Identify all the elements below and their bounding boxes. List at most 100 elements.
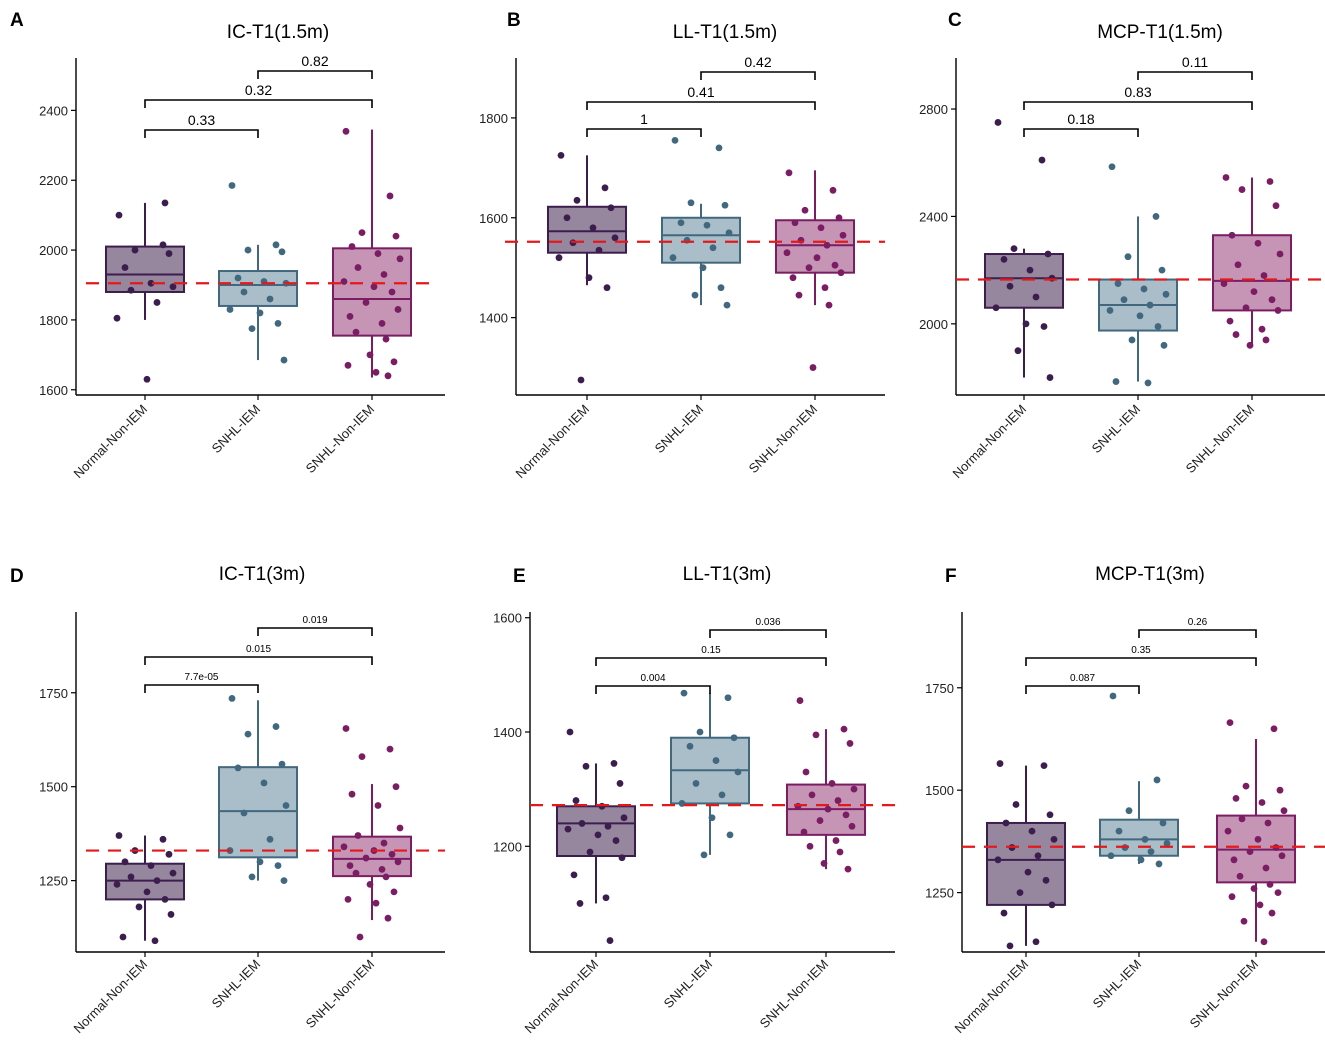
data-point <box>392 232 400 240</box>
y-tick-label: 2800 <box>919 102 948 117</box>
data-point <box>576 900 584 907</box>
significance-bracket <box>144 684 259 693</box>
significance-bracket <box>586 128 702 137</box>
data-point <box>1140 285 1148 293</box>
data-point <box>234 764 242 772</box>
data-point <box>692 780 700 787</box>
p-value-label: 0.33 <box>188 112 215 128</box>
y-tick-label: 2400 <box>39 103 68 118</box>
data-point <box>808 791 816 799</box>
x-tick-label: SNHL-Non-IEM <box>303 957 377 1031</box>
y-tick-label: 1400 <box>493 725 522 740</box>
data-point <box>366 351 374 359</box>
data-point <box>1120 296 1128 304</box>
data-point <box>1152 213 1160 220</box>
data-point <box>372 368 380 376</box>
data-point <box>396 255 404 263</box>
data-point <box>384 914 392 922</box>
data-point <box>1260 272 1268 279</box>
y-tick-label: 1250 <box>39 874 68 889</box>
data-point <box>582 762 590 770</box>
significance-bracket <box>1025 685 1140 694</box>
data-point <box>839 231 847 239</box>
y-tick-label: 1600 <box>493 611 522 626</box>
data-point <box>992 304 1000 312</box>
data-point <box>352 328 360 336</box>
x-tick-label: SNHL-Non-IEM <box>1183 402 1257 476</box>
data-point <box>721 201 729 209</box>
data-point <box>712 757 720 764</box>
data-point <box>794 802 802 810</box>
significance-bracket <box>257 627 373 636</box>
x-tick-label: SNHL-IEM <box>1090 957 1145 1012</box>
data-point <box>606 937 614 944</box>
data-point <box>612 837 620 844</box>
p-value-label: 0.41 <box>687 84 714 100</box>
data-point <box>1136 312 1144 320</box>
data-point <box>113 314 121 322</box>
data-point <box>143 888 151 896</box>
data-point <box>726 831 734 839</box>
data-point <box>256 858 264 866</box>
data-point <box>806 842 814 850</box>
data-point <box>1258 799 1266 806</box>
data-point <box>1002 819 1010 827</box>
data-point <box>1159 819 1167 827</box>
significance-bracket <box>144 99 373 108</box>
data-point <box>696 728 704 736</box>
p-value-label: 0.26 <box>1188 617 1208 628</box>
box-3 <box>332 835 412 878</box>
data-point <box>1242 304 1250 312</box>
data-point <box>1250 288 1258 296</box>
data-point <box>1163 840 1171 847</box>
data-point <box>1242 782 1250 790</box>
data-point <box>850 785 858 793</box>
data-point <box>1256 901 1264 909</box>
y-tick-label: 2000 <box>39 243 68 258</box>
data-point <box>1250 885 1258 892</box>
panel-title: IC-T1(3m) <box>219 564 306 585</box>
significance-bracket <box>1023 101 1253 110</box>
panel-letter: D <box>10 566 24 587</box>
data-point <box>372 899 380 907</box>
data-point <box>1274 889 1282 897</box>
data-point <box>564 825 572 833</box>
data-point <box>1034 852 1042 860</box>
data-point <box>566 728 574 736</box>
data-point <box>1012 801 1020 808</box>
data-point <box>616 780 624 787</box>
data-point <box>1238 815 1246 823</box>
p-value-label: 7.7e-05 <box>185 672 219 683</box>
x-tick-label: SNHL-Non-IEM <box>746 402 820 476</box>
data-point <box>346 313 354 320</box>
data-point <box>274 320 282 327</box>
data-point <box>783 249 791 257</box>
data-point <box>1268 909 1276 917</box>
data-point <box>1046 811 1054 819</box>
data-point <box>119 933 127 941</box>
data-point <box>378 320 386 327</box>
panel-title: LL-T1(1.5m) <box>673 22 778 43</box>
p-value-label: 0.18 <box>1067 111 1094 127</box>
data-point <box>1108 163 1116 171</box>
data-point <box>240 288 248 296</box>
data-point <box>678 800 686 807</box>
data-point <box>812 731 820 739</box>
data-point <box>607 204 615 212</box>
data-point <box>1262 864 1270 872</box>
data-point <box>161 199 169 207</box>
data-point <box>135 903 143 911</box>
panel-d: D IC-T1(3m) 1250 1500 1750 7.7e-05 0.015 0.019 N… <box>10 564 445 1036</box>
data-point <box>1006 942 1014 950</box>
p-value-label: 0.087 <box>1070 673 1095 684</box>
significance-bracket <box>595 657 827 666</box>
box-3 <box>1212 234 1292 312</box>
data-point <box>700 851 708 859</box>
data-point <box>115 832 123 839</box>
data-point <box>348 243 356 250</box>
data-point <box>715 144 723 152</box>
data-point <box>354 264 362 271</box>
panel-title: MCP-T1(3m) <box>1095 564 1205 585</box>
data-point <box>1276 250 1284 258</box>
